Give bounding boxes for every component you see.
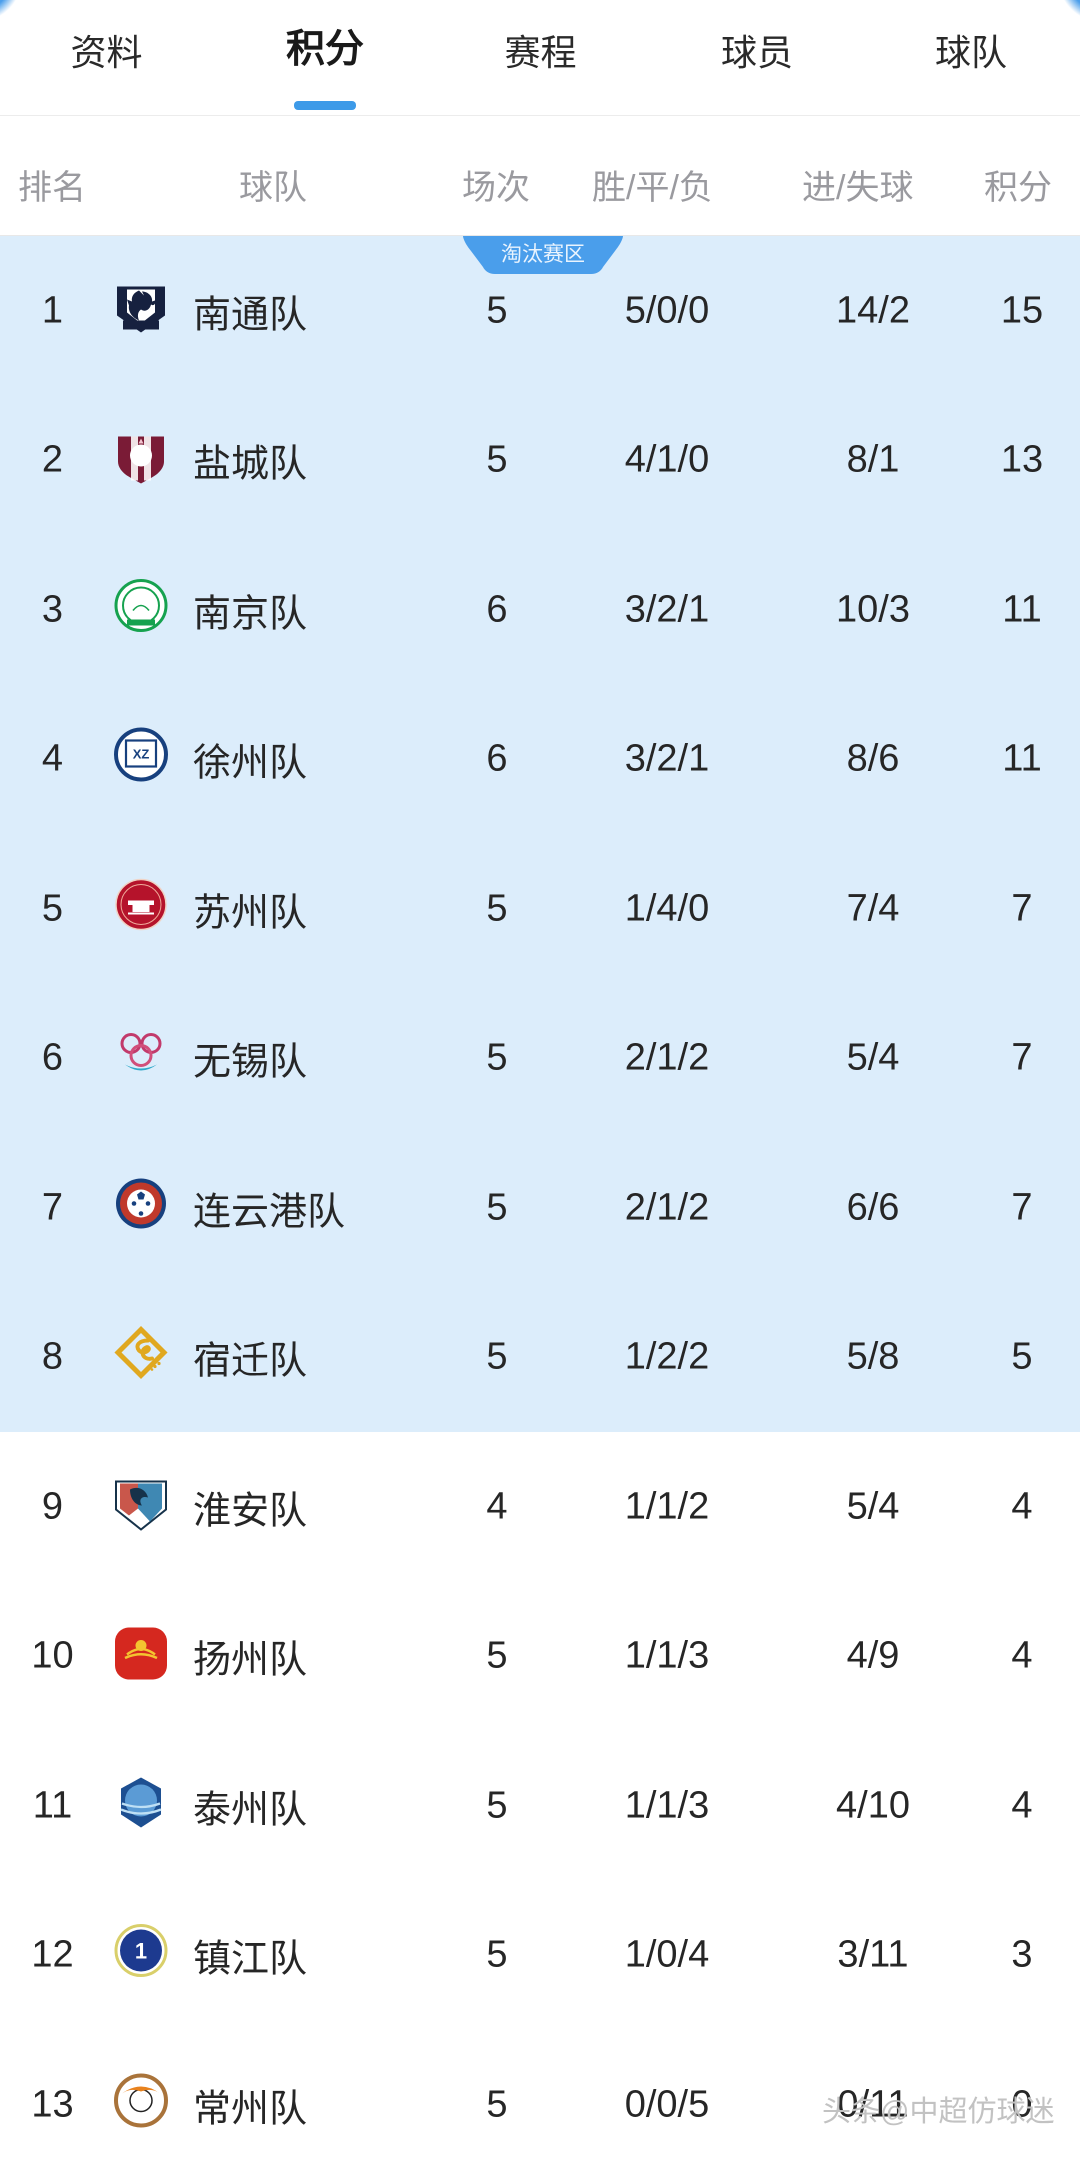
svg-text:1: 1 bbox=[135, 1939, 147, 1964]
svg-text:淘汰赛区: 淘汰赛区 bbox=[501, 243, 585, 266]
svg-text:XZ: XZ bbox=[133, 747, 150, 762]
